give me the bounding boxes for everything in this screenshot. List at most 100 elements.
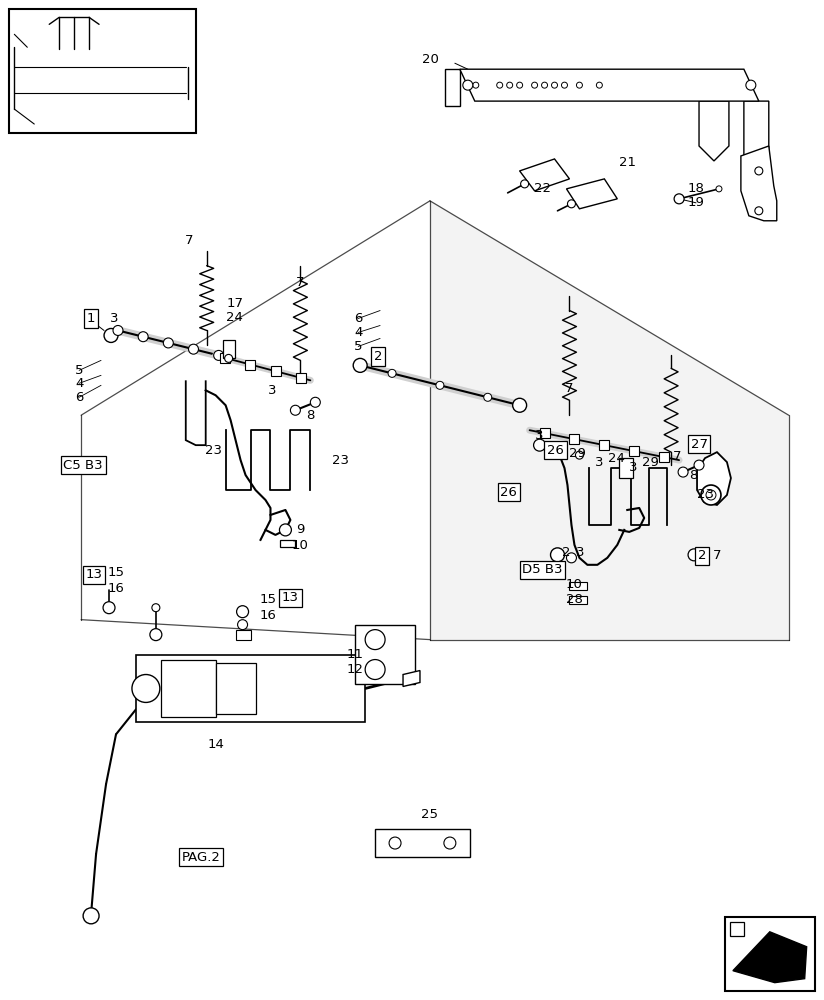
Circle shape [551,82,558,88]
Circle shape [163,338,173,348]
Circle shape [566,553,577,563]
Text: 13: 13 [86,568,102,581]
Circle shape [716,186,722,192]
Text: 13: 13 [282,591,299,604]
Bar [82,69,110,91]
Bar [355,625,415,684]
Text: 23: 23 [205,444,222,457]
Text: 24: 24 [226,311,243,324]
Text: 16: 16 [260,609,277,622]
Text: 26: 26 [500,486,517,499]
Text: PAG.2: PAG.2 [181,851,220,864]
Bar [296,373,306,383]
Polygon shape [460,69,759,101]
Circle shape [150,629,162,641]
Text: 9: 9 [296,523,305,536]
Bar [659,452,669,462]
Circle shape [694,460,704,470]
Circle shape [132,675,160,702]
Bar [730,922,744,936]
Polygon shape [430,201,789,640]
Bar [9,9,196,133]
Circle shape [701,485,721,505]
Text: D5 B3: D5 B3 [522,563,563,576]
Circle shape [152,604,160,612]
Text: 21: 21 [619,156,636,169]
Text: 7: 7 [185,234,193,247]
Circle shape [365,660,385,680]
Text: 16: 16 [108,582,124,595]
Text: 25: 25 [421,808,438,821]
Text: 7: 7 [296,276,305,289]
Circle shape [237,620,247,630]
Text: 8: 8 [307,409,315,422]
Text: 12: 12 [347,663,363,676]
Text: 2: 2 [698,549,706,562]
Circle shape [755,207,763,215]
Circle shape [507,82,513,88]
Circle shape [311,397,321,407]
Bar [280,540,295,547]
Text: 5: 5 [75,364,83,377]
Text: 10: 10 [292,539,309,552]
Polygon shape [741,146,777,221]
Circle shape [541,82,547,88]
Circle shape [113,325,123,335]
Text: 8: 8 [689,469,697,482]
Text: 4: 4 [354,326,363,339]
Polygon shape [744,101,769,163]
Circle shape [575,451,583,459]
Polygon shape [733,932,807,983]
Bar [569,582,588,590]
Circle shape [389,837,401,849]
Polygon shape [445,69,460,106]
Circle shape [678,467,688,477]
Circle shape [568,200,575,208]
Bar [725,917,815,991]
Circle shape [353,358,368,372]
Bar [569,434,579,444]
Polygon shape [520,159,569,191]
Text: 3: 3 [110,312,119,325]
Bar [216,663,255,714]
Circle shape [517,82,522,88]
Bar [630,446,639,456]
Circle shape [236,606,249,618]
Circle shape [484,393,492,401]
Bar [236,630,250,640]
Circle shape [444,837,456,849]
Text: 19: 19 [687,196,705,209]
Text: 24: 24 [608,452,625,465]
Circle shape [365,630,385,650]
Text: 3: 3 [595,456,604,469]
Bar [47,69,75,91]
Polygon shape [699,101,729,161]
Circle shape [436,381,444,389]
Text: 2: 2 [374,350,382,363]
Text: 23: 23 [332,454,349,467]
Text: 11: 11 [347,648,363,661]
Text: 29: 29 [642,456,658,469]
Text: 17: 17 [226,297,243,310]
Circle shape [388,369,396,377]
Circle shape [213,350,223,360]
Text: 3: 3 [576,546,585,559]
Bar [375,829,470,857]
Bar [270,366,281,376]
Circle shape [103,602,115,614]
Circle shape [497,82,503,88]
Text: 7: 7 [673,450,681,463]
Bar [599,440,609,450]
Text: 23: 23 [696,488,714,501]
Text: 2: 2 [562,546,571,559]
Text: 26: 26 [547,444,564,457]
Bar [161,660,216,717]
Text: 1: 1 [87,312,96,325]
Text: 27: 27 [691,438,708,451]
Text: 10: 10 [566,578,583,591]
Text: 7: 7 [713,549,721,562]
Bar [222,340,235,358]
Circle shape [674,194,684,204]
Text: 14: 14 [207,738,224,751]
Text: 4: 4 [75,377,83,390]
